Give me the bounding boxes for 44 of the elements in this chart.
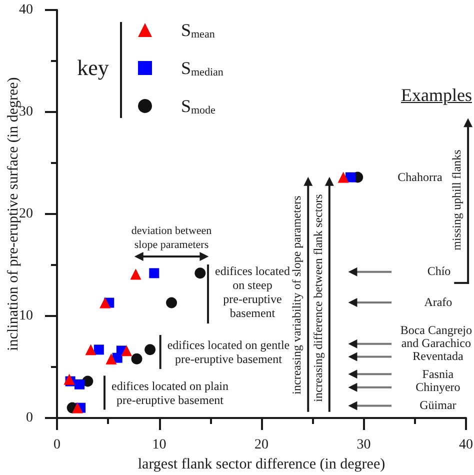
- point: [144, 344, 156, 356]
- point: [94, 344, 104, 355]
- annotation: Examples: [401, 84, 472, 105]
- annotation: Arafo: [424, 295, 452, 310]
- annotation: Boca Cangrejo and Garachico: [400, 323, 472, 350]
- x-tick-label: 20: [254, 438, 268, 452]
- x-tick-label: 40: [459, 438, 473, 452]
- x-tick-label: 0: [54, 438, 60, 452]
- text: deviation between slope parameters: [131, 225, 212, 252]
- x-tick-label: 10: [152, 438, 166, 452]
- y-tick-label: 20: [19, 206, 33, 222]
- point: [74, 379, 84, 390]
- y-tick-label: 0: [26, 410, 33, 426]
- point: [121, 345, 132, 356]
- annotation: Chinyero: [416, 380, 460, 394]
- text: edifices located on plain pre-eruptive basement: [112, 378, 228, 407]
- point: [85, 344, 96, 356]
- annotation: Güimar: [420, 398, 456, 412]
- point: [100, 297, 111, 308]
- point: [338, 172, 349, 183]
- x-tick-label: 30: [356, 438, 371, 452]
- point: [166, 297, 178, 308]
- x-axis-title: largest flank sector difference (in degree): [138, 456, 386, 472]
- annotation: Chío: [427, 264, 451, 278]
- legend-title: key: [77, 55, 109, 80]
- annotation: Fasnia: [422, 366, 454, 381]
- annotation: missing uphill flanks: [449, 150, 464, 250]
- y-tick-label: 10: [19, 308, 33, 324]
- point: [131, 353, 142, 364]
- point: [149, 268, 160, 278]
- text: edifices located on gentle pre-eruptive basement: [167, 338, 290, 366]
- y-tick-label: 30: [19, 104, 33, 120]
- point: [194, 268, 206, 279]
- y-axis-title: inclination of pre-eruptive surface (in degree): [6, 77, 22, 351]
- y-tick-label: 40: [19, 2, 33, 18]
- annotation: increasing difference between flank sectors: [310, 194, 325, 402]
- point: [130, 268, 142, 280]
- annotation: edifices located on steep pre-eruptive basement: [215, 264, 290, 320]
- annotation: Reventada: [412, 349, 464, 364]
- point: [64, 374, 75, 385]
- point: [72, 402, 83, 414]
- annotation: Chahorra: [398, 170, 442, 184]
- point: [106, 353, 117, 364]
- annotation: increasing variability of slope parameters: [290, 196, 304, 394]
